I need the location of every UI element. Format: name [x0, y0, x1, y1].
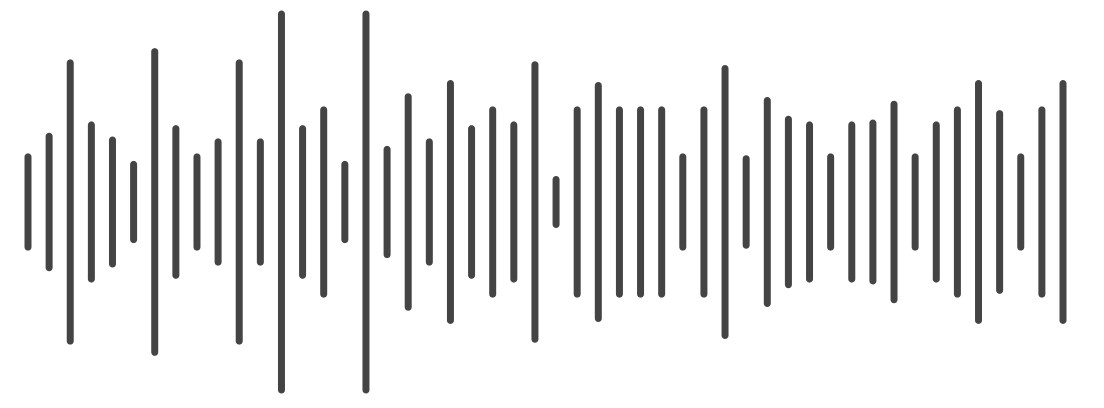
audio-waveform-icon [24, 10, 1067, 394]
waveform-canvas [24, 10, 1067, 394]
